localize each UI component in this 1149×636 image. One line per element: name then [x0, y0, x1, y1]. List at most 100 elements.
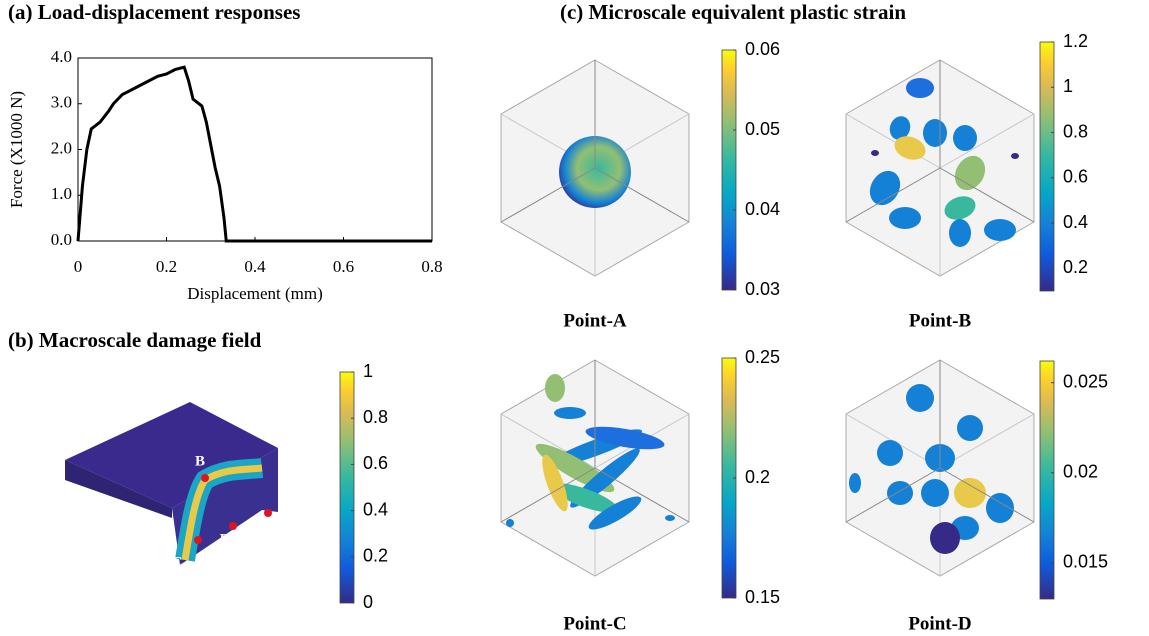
inclusion [506, 519, 514, 527]
colorbar-tick-label: 0.06 [745, 39, 780, 59]
probe-point [264, 509, 272, 517]
inclusion [871, 150, 879, 156]
probe-label: A [256, 519, 267, 535]
inclusion [921, 479, 949, 507]
colorbar [339, 371, 355, 604]
cube-edge [939, 167, 1035, 223]
plot-frame [77, 57, 433, 242]
colorbar-tick-label: 0.8 [363, 407, 388, 427]
y-tick-label: 0.0 [51, 230, 72, 249]
cube-edge [500, 167, 596, 223]
inclusion [953, 125, 977, 151]
inclusion [923, 119, 947, 147]
x-tick-label: 0.4 [244, 257, 266, 276]
x-tick-label: 0 [74, 257, 83, 276]
colorbar-tick-label: 0.6 [1063, 167, 1088, 187]
probe-point [194, 536, 202, 544]
inclusion [542, 454, 568, 512]
inclusion [986, 493, 1014, 523]
colorbar-tick-label: 0.4 [363, 499, 388, 519]
micro-cube [500, 59, 690, 277]
inclusion [930, 522, 960, 554]
y-tick-label: 1.0 [51, 184, 72, 203]
inclusion [588, 496, 642, 530]
micro-cube [845, 59, 1035, 277]
y-axis-label: Force (X1000 N) [7, 91, 26, 208]
colorbar-tick-label: 0.2 [1063, 257, 1088, 277]
macroscale-block [65, 402, 278, 565]
colorbar-tick-label: 0.03 [745, 279, 780, 299]
cube-edge [594, 467, 690, 523]
colorbar [721, 49, 737, 291]
inclusion [559, 136, 631, 208]
probe-label: C [172, 554, 183, 570]
point-label: Point-C [563, 613, 626, 634]
inclusion [665, 515, 675, 521]
inclusion [849, 473, 861, 493]
colorbar-tick-label: 0.025 [1063, 371, 1108, 391]
probe-point [229, 522, 237, 530]
cube-edge [594, 167, 690, 223]
inclusion [944, 196, 976, 220]
cube-edge [939, 413, 1035, 469]
point-label: Point-B [909, 310, 972, 331]
inclusion [954, 155, 986, 191]
inclusion [1011, 153, 1019, 159]
inclusion [887, 481, 913, 505]
cube-edge [845, 113, 941, 169]
inclusion [889, 207, 921, 229]
point-label: Point-D [908, 613, 971, 634]
inclusion [949, 219, 971, 247]
colorbar-tick-label: 0.25 [745, 347, 780, 367]
inclusion [554, 407, 586, 419]
cube-edge [939, 113, 1035, 169]
inclusion [889, 116, 911, 140]
panel-c-title: (c) Microscale equivalent plastic strain [560, 0, 906, 24]
inclusion [877, 440, 903, 466]
colorbar-tick-label: 0.05 [745, 119, 780, 139]
colorbar-tick-label: 1.2 [1063, 31, 1088, 51]
inclusion [957, 415, 983, 441]
x-tick-label: 0.8 [421, 257, 442, 276]
cube-edge [845, 167, 941, 223]
colorbar-tick-label: 0 [363, 592, 373, 612]
colorbar-tick-label: 0.2 [363, 546, 388, 566]
inclusion [906, 384, 934, 412]
inclusion [906, 78, 934, 98]
y-tick-label: 3.0 [51, 93, 72, 112]
colorbar-tick-label: 0.02 [1063, 462, 1098, 482]
colorbar-tick-label: 0.8 [1063, 121, 1088, 141]
inclusion [545, 374, 565, 402]
colorbar [1039, 41, 1055, 292]
probe-point [201, 474, 209, 482]
point-label: Point-A [563, 310, 627, 331]
colorbar-tick-label: 0.15 [745, 587, 780, 607]
micro-cube [500, 359, 690, 577]
inclusion [585, 426, 665, 450]
y-tick-label: 2.0 [51, 138, 72, 157]
inclusion [551, 483, 619, 513]
inclusion [869, 170, 901, 206]
probe-label: D [220, 531, 231, 547]
colorbar-tick-label: 0.6 [363, 453, 388, 473]
x-tick-label: 0.6 [333, 257, 354, 276]
load-curve [76, 65, 432, 243]
cube-edge [500, 467, 596, 523]
colorbar-tick-label: 1 [1063, 76, 1073, 96]
panel-b-title: (b) Macroscale damage field [8, 328, 262, 352]
colorbar [1039, 360, 1055, 600]
micro-cube [845, 359, 1035, 577]
inclusion [984, 219, 1016, 241]
colorbar-tick-label: 0.015 [1063, 552, 1108, 572]
colorbar-tick-label: 0.2 [745, 467, 770, 487]
inclusion [954, 478, 986, 508]
cube-edge [845, 467, 941, 523]
colorbar-tick-label: 0.4 [1063, 212, 1088, 232]
colorbar-tick-label: 1 [363, 361, 373, 381]
cube-edge [939, 467, 1035, 523]
panel-a-title: (a) Load-displacement responses [8, 0, 300, 24]
y-tick-label: 4.0 [51, 47, 72, 66]
inclusion [894, 136, 926, 160]
probe-label: B [195, 453, 205, 469]
